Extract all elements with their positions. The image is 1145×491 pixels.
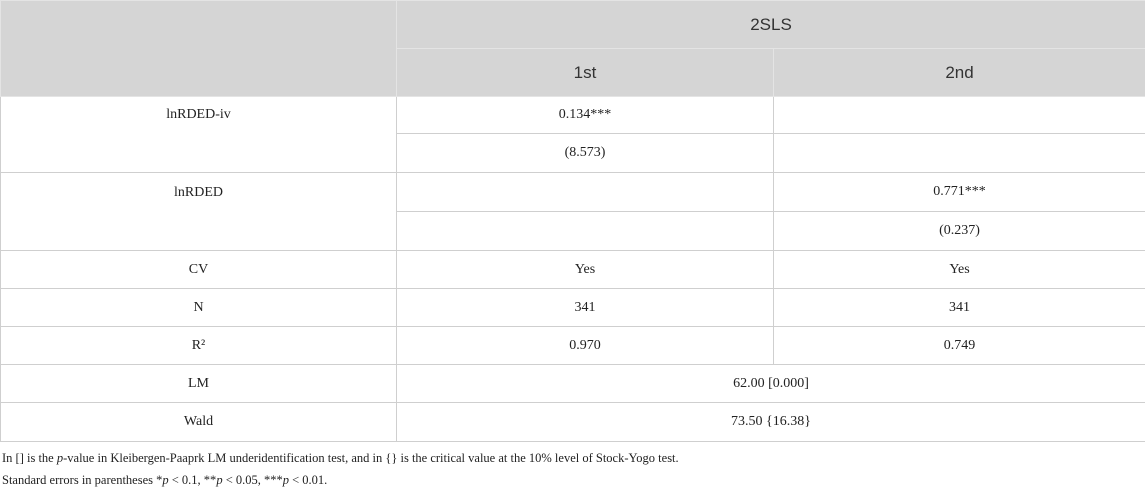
row: LM 62.00 [0.000] [1, 365, 1145, 403]
row: CV Yes Yes [1, 251, 1145, 289]
cell [397, 212, 774, 251]
row-label: Wald [1, 403, 397, 442]
row: N 341 341 [1, 289, 1145, 327]
row-label: CV [1, 251, 397, 289]
footnote: In [] is the p-value in Kleibergen-Paapr… [2, 447, 679, 469]
cell [774, 97, 1145, 134]
cell: 341 [774, 289, 1145, 327]
cell: Yes [397, 251, 774, 289]
note-text: -value in Kleibergen-Paaprk LM underiden… [63, 451, 679, 465]
row-label: lnRDED-iv [1, 97, 397, 173]
row: lnRDED-iv 0.134*** [1, 97, 1145, 134]
header-blank [1, 1, 397, 97]
footnote: Standard errors in parentheses *p < 0.1,… [2, 469, 679, 491]
row-label: N [1, 289, 397, 327]
cell: 0.749 [774, 327, 1145, 365]
column-header: 1st [397, 49, 774, 97]
cell: 0.134*** [397, 97, 774, 134]
row-label: LM [1, 365, 397, 403]
row-label: lnRDED [1, 173, 397, 251]
table-body: lnRDED-iv 0.134*** (8.573) lnRDED 0.771*… [1, 97, 1145, 442]
note-text: < 0.1, ** [169, 473, 217, 487]
column-header: 2nd [774, 49, 1145, 97]
note-text: Standard errors in parentheses * [2, 473, 162, 487]
footnotes: In [] is the p-value in Kleibergen-Paapr… [2, 447, 679, 491]
cell: 341 [397, 289, 774, 327]
results-table: 2SLS 1st 2nd lnRDED-iv 0.134*** (8.573) … [0, 0, 1145, 442]
cell [397, 173, 774, 212]
cell: 0.970 [397, 327, 774, 365]
note-text: < 0.05, *** [223, 473, 283, 487]
cell [774, 134, 1145, 173]
cell: 73.50 {16.38} [397, 403, 1145, 442]
cell: (0.237) [774, 212, 1145, 251]
row: Wald 73.50 {16.38} [1, 403, 1145, 442]
row-label: R² [1, 327, 397, 365]
note-text: In [] is the [2, 451, 57, 465]
header-row: 2SLS [1, 1, 1145, 49]
group-header: 2SLS [397, 1, 1145, 49]
note-text: < 0.01. [289, 473, 327, 487]
table-header: 2SLS 1st 2nd [1, 1, 1145, 97]
cell: (8.573) [397, 134, 774, 173]
row: lnRDED 0.771*** [1, 173, 1145, 212]
cell: 0.771*** [774, 173, 1145, 212]
row: R² 0.970 0.749 [1, 327, 1145, 365]
cell: 62.00 [0.000] [397, 365, 1145, 403]
cell: Yes [774, 251, 1145, 289]
